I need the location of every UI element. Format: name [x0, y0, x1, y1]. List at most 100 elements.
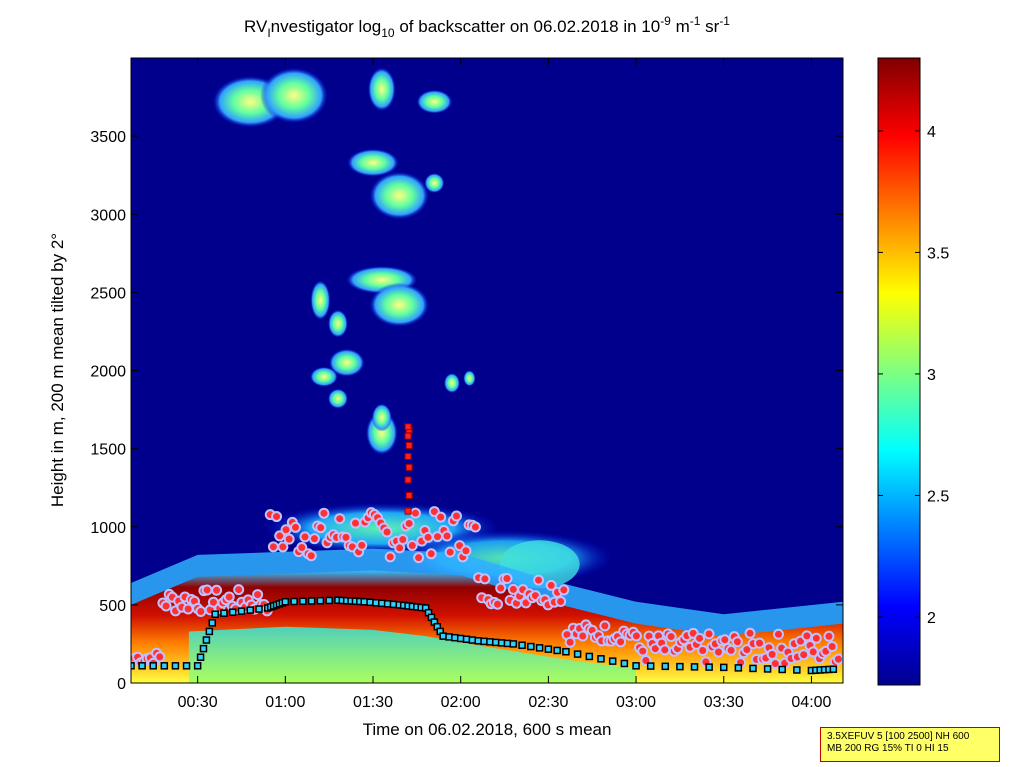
- layer-marker: [555, 595, 567, 607]
- y-tick-label: 1000: [90, 520, 126, 537]
- mixing-layer-marker: [205, 627, 214, 636]
- layer-marker: [492, 598, 504, 610]
- aerosol-patch: [443, 373, 460, 393]
- layer-marker: [444, 546, 456, 558]
- layer-marker: [694, 632, 706, 644]
- layer-marker: [703, 628, 715, 640]
- mixing-layer-marker: [544, 645, 553, 653]
- mixing-layer-marker: [763, 665, 772, 673]
- mixing-layer-marker: [307, 597, 316, 605]
- layer-marker: [318, 507, 330, 519]
- cloud-base-marker: [404, 507, 412, 515]
- layer-marker: [356, 539, 368, 551]
- x-tick-label: 04:00: [791, 694, 831, 711]
- marker-series: [131, 423, 843, 675]
- layer-marker: [277, 541, 289, 553]
- x-tick-label: 02:00: [441, 694, 481, 711]
- aerosol-patch: [327, 388, 348, 409]
- layer-marker: [233, 584, 245, 596]
- layer-marker: [577, 630, 589, 642]
- layer-marker: [349, 517, 361, 529]
- aerosol-patch: [328, 348, 365, 377]
- mixing-layer-marker: [527, 642, 535, 651]
- mixing-layer-marker: [749, 664, 757, 673]
- aerosol-patch: [371, 403, 392, 432]
- layer-marker: [223, 591, 235, 603]
- mixing-layer-marker: [131, 662, 135, 670]
- mixing-layer-marker: [182, 662, 191, 670]
- mixing-layer-marker: [646, 662, 655, 670]
- colorbar: [877, 57, 921, 686]
- mixing-layer-marker: [553, 646, 561, 655]
- y-tick-label: 3000: [90, 207, 126, 224]
- mixing-layer-marker: [281, 598, 290, 606]
- x-tick-label: 01:30: [353, 694, 393, 711]
- layer-marker: [533, 574, 545, 586]
- x-tick-label: 00:30: [178, 694, 218, 711]
- layer-marker: [801, 630, 813, 642]
- colorbar-tick-label: 2.5: [927, 488, 949, 505]
- layer-marker: [274, 530, 286, 542]
- y-axis: 0 500 1000 1500 2000 2500 3000 3500: [90, 129, 843, 693]
- layer-marker: [435, 511, 447, 523]
- layer-marker: [425, 548, 437, 560]
- layer-marker: [305, 550, 317, 562]
- mixing-layer-marker: [196, 653, 205, 661]
- layer-marker: [409, 507, 421, 519]
- info-box: 3.5XEFUV 5 [100 2500] NH 600 MB 200 RG 1…: [820, 727, 1000, 762]
- mixing-layer-marker: [518, 641, 526, 649]
- x-axis: 00:30 01:00 01:30 02:00 02:30 03:00 03:30 04:00: [178, 58, 832, 711]
- aerosol-patch: [327, 309, 348, 338]
- layer-marker: [211, 584, 223, 596]
- plot-area: [131, 58, 843, 683]
- mixing-layer-marker: [202, 636, 211, 644]
- layer-marker: [697, 644, 709, 656]
- mixing-layer-marker: [290, 597, 298, 606]
- layer-marker: [810, 632, 822, 644]
- aerosol-patch: [369, 282, 430, 327]
- info-line-1: 3.5XEFUV 5 [100 2500] NH 600: [827, 731, 970, 742]
- info-line-2: MB 200 RG 15% TI 0 HI 15: [827, 743, 949, 754]
- mixing-layer-marker: [535, 644, 544, 652]
- layer-marker: [296, 542, 308, 554]
- layer-marker: [545, 579, 557, 591]
- layer-marker: [283, 533, 295, 545]
- mixing-layer-marker: [325, 596, 333, 605]
- aerosol-patch: [367, 67, 396, 112]
- layer-marker: [299, 531, 311, 543]
- colorbar-tick-label: 3.5: [927, 245, 949, 262]
- layer-marker: [201, 584, 213, 596]
- layer-marker: [469, 521, 481, 533]
- mixing-layer-marker: [620, 659, 629, 668]
- colorbar-tick-label: 3: [927, 367, 936, 384]
- mixing-layer-marker: [228, 608, 237, 616]
- mixing-layer-marker: [211, 610, 219, 618]
- layer-marker: [558, 584, 570, 596]
- mixing-layer-marker: [138, 662, 146, 670]
- x-axis-label: Time on 06.02.2018, 600 s mean: [363, 720, 612, 739]
- layer-marker: [741, 644, 753, 656]
- aerosol-patch: [463, 370, 476, 387]
- layer-marker: [441, 530, 453, 542]
- mixing-layer-marker: [719, 663, 728, 672]
- mixing-layer-marker: [255, 605, 263, 613]
- layer-marker: [381, 526, 393, 538]
- y-tick-label: 500: [99, 598, 126, 615]
- layer-marker: [744, 627, 756, 639]
- mixing-layer-marker: [220, 609, 228, 617]
- mixing-layer-marker: [778, 665, 786, 674]
- layer-marker: [406, 539, 418, 551]
- layer-marker: [826, 640, 838, 652]
- layer-marker: [315, 522, 327, 534]
- x-tick-label: 02:30: [528, 694, 568, 711]
- layer-marker: [195, 606, 207, 618]
- mixing-layer-marker: [585, 652, 594, 661]
- layer-marker: [267, 541, 279, 553]
- aerosol-patch: [309, 366, 338, 387]
- layer-marker: [798, 649, 810, 661]
- aerosol-patch: [347, 148, 400, 177]
- layer-marker: [460, 545, 472, 557]
- layer-marker: [289, 521, 301, 533]
- layer-marker: [637, 645, 649, 657]
- mixing-layer-marker: [509, 640, 518, 648]
